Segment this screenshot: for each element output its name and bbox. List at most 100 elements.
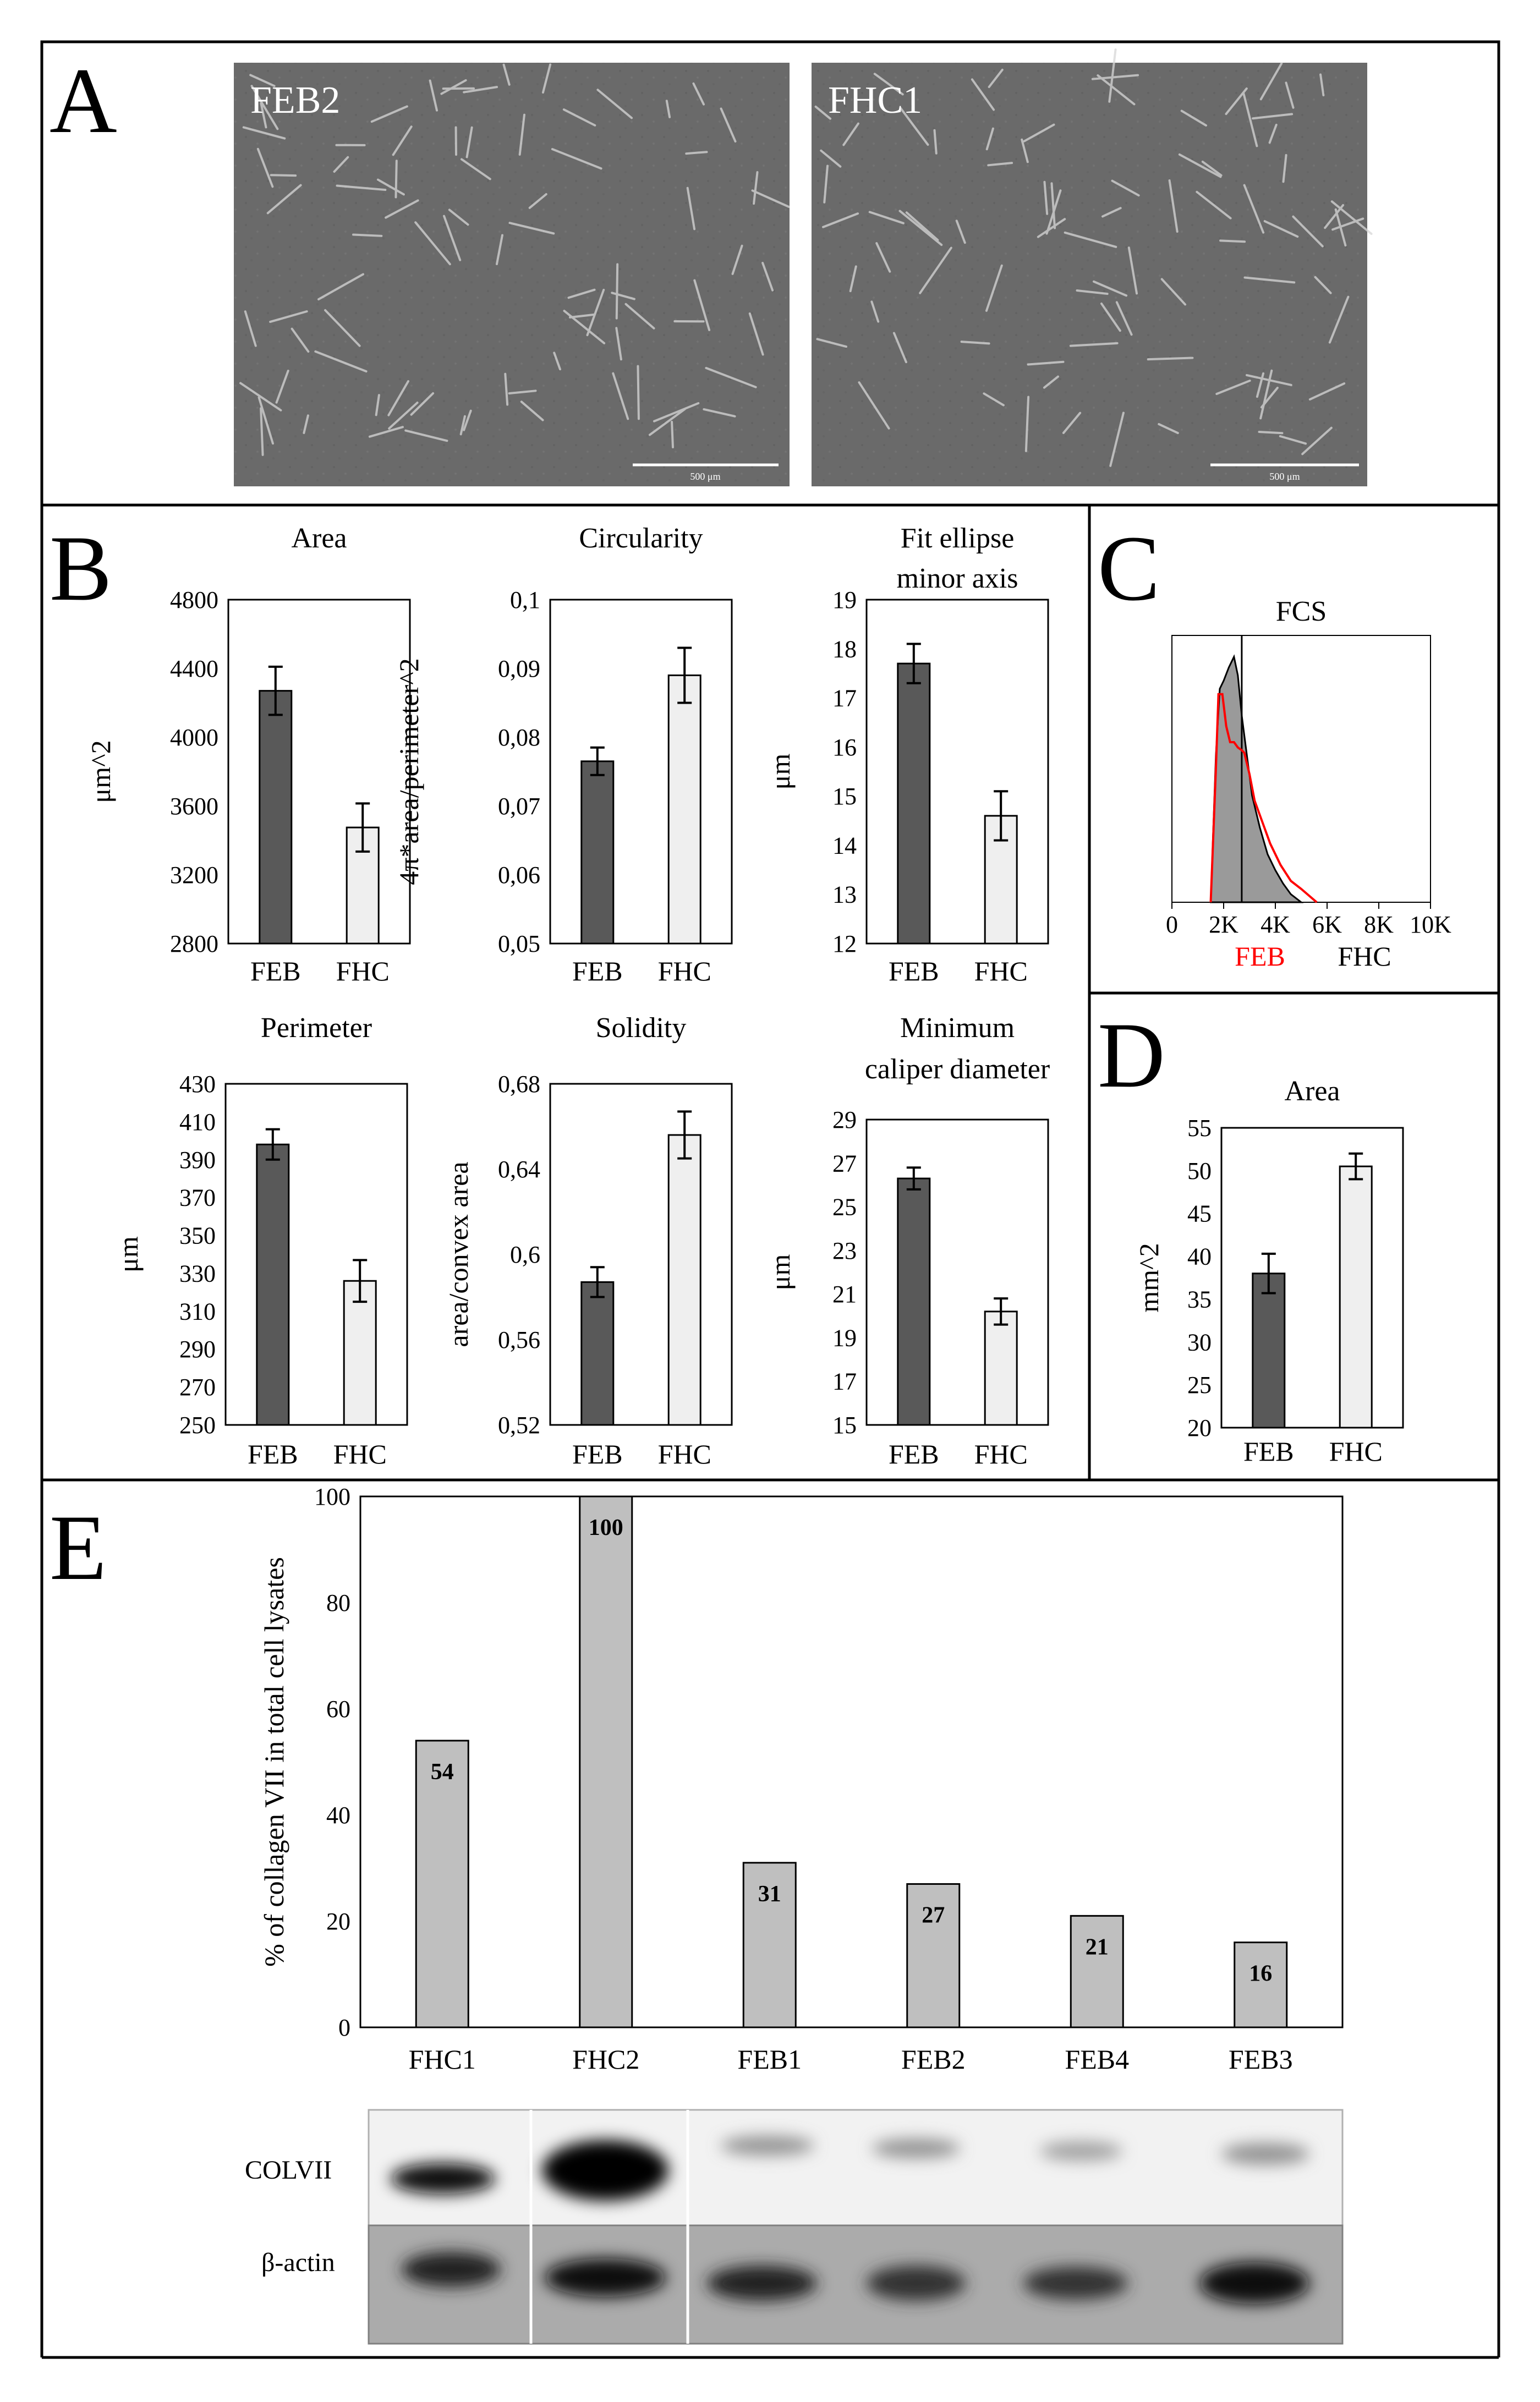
y-tick-label: 17 <box>832 1368 857 1395</box>
y-tick-label: 45 <box>1187 1200 1212 1227</box>
y-tick-label: 12 <box>832 930 857 957</box>
panel-label-b: B <box>50 517 112 620</box>
band-beta-actin <box>867 2266 966 2301</box>
scale-bar-label: 500 μm <box>1269 471 1300 482</box>
bar-feb <box>582 1282 613 1425</box>
bar-feb <box>260 691 292 944</box>
y-tick-label: 27 <box>832 1150 857 1177</box>
y-tick-label: 15 <box>832 783 857 810</box>
category-label-fhc: FHC <box>333 1439 387 1469</box>
category-label-feb: FEB <box>572 1439 623 1469</box>
cell <box>1220 240 1245 242</box>
y-tick-label: 80 <box>326 1589 350 1616</box>
plot-frame <box>360 1496 1342 2027</box>
bar-fhc <box>985 1312 1017 1425</box>
y-tick-label: 23 <box>832 1237 857 1264</box>
micrograph-feb2: FEB2 500 μm <box>234 63 790 486</box>
bar-feb <box>898 663 930 944</box>
y-tick-label: 270 <box>179 1374 216 1401</box>
cell <box>1148 358 1193 360</box>
y-axis-label: 4π*area/perimeter^2 <box>393 658 424 885</box>
y-tick-label: 0,08 <box>498 724 540 751</box>
band-beta-actin <box>1023 2267 1128 2300</box>
chart-title: Perimeter <box>261 1012 372 1044</box>
category-label-feb3: FEB3 <box>1229 2044 1293 2075</box>
y-tick-label: 40 <box>326 1802 350 1829</box>
y-tick-label: 55 <box>1187 1115 1212 1142</box>
y-tick-label: 4000 <box>170 724 218 751</box>
band-colvii <box>872 2138 960 2158</box>
bar-fhc <box>1340 1166 1372 1428</box>
chart-title: Fit ellipse <box>901 523 1015 554</box>
category-label-feb: FEB <box>889 956 939 986</box>
y-tick-label: 0,07 <box>498 793 540 820</box>
micrograph-fhc1: FHC1 500 μm <box>812 50 1372 486</box>
y-tick-label: 18 <box>832 635 857 662</box>
bar-feb <box>257 1144 289 1425</box>
band-colvii <box>391 2163 495 2194</box>
category-label-fhc2: FHC2 <box>572 2044 639 2075</box>
y-tick-label: 29 <box>832 1106 857 1133</box>
plot-frame <box>1221 1128 1403 1428</box>
bar-feb <box>582 761 613 944</box>
data-label-feb2: 27 <box>922 1902 945 1928</box>
y-tick-label: 25 <box>832 1194 857 1221</box>
y-tick-label: 430 <box>179 1071 216 1098</box>
y-tick-label: 0,64 <box>498 1156 540 1183</box>
chart-title-line2: minor axis <box>897 563 1018 594</box>
plot-frame <box>1172 635 1431 902</box>
legend-feb: FEB <box>1235 941 1285 972</box>
y-tick-label: 40 <box>1187 1243 1212 1270</box>
chart-title: Circularity <box>579 523 703 554</box>
y-tick-label: 250 <box>179 1412 216 1439</box>
category-label-fhc: FHC <box>336 956 390 986</box>
category-label-feb: FEB <box>248 1439 298 1469</box>
y-tick-label: 0,09 <box>498 655 540 682</box>
bar-feb4 <box>1071 1916 1123 2027</box>
y-tick-label: 410 <box>179 1109 216 1136</box>
data-label-feb3: 16 <box>1249 1961 1272 1987</box>
category-label-feb: FEB <box>1243 1436 1294 1467</box>
y-axis-label: % of collagen VII in total cell lysates <box>259 1557 289 1967</box>
band-colvii <box>721 2136 814 2156</box>
y-tick-label: 60 <box>326 1696 350 1723</box>
band-beta-actin <box>402 2252 501 2287</box>
y-tick-label: 0,6 <box>510 1241 540 1268</box>
plot-frame <box>550 1084 732 1425</box>
y-tick-label: 100 <box>314 1483 350 1510</box>
blot-actin-strip <box>369 2225 1342 2344</box>
category-label-fhc: FHC <box>974 956 1028 986</box>
y-tick-label: 2800 <box>170 930 218 957</box>
x-tick-label: 10K <box>1410 911 1451 938</box>
cell <box>1259 432 1282 433</box>
bar-feb <box>898 1178 930 1425</box>
cell <box>353 235 381 236</box>
category-label-feb: FEB <box>250 956 301 986</box>
y-tick-label: 15 <box>832 1412 857 1439</box>
category-label-feb: FEB <box>889 1439 939 1469</box>
category-label-fhc: FHC <box>1329 1436 1383 1467</box>
plot-frame <box>867 1120 1048 1425</box>
y-axis-label: μm <box>765 1254 796 1291</box>
y-tick-label: 0 <box>338 2014 350 2041</box>
blot-colvii-strip <box>369 2110 1342 2225</box>
y-tick-label: 16 <box>832 734 857 761</box>
panel-label-c: C <box>1098 517 1160 620</box>
blot-row-label-colvii: COLVII <box>245 2156 332 2185</box>
plot-frame <box>550 600 732 944</box>
chart-title: Area <box>291 523 347 554</box>
y-tick-label: 370 <box>179 1184 216 1211</box>
y-tick-label: 290 <box>179 1336 216 1363</box>
micrograph-label-fhc1: FHC1 <box>828 79 922 122</box>
data-label-feb1: 31 <box>758 1882 781 1907</box>
band-beta-actin <box>707 2266 817 2301</box>
category-label-fhc: FHC <box>658 1439 711 1469</box>
bar-feb <box>1253 1274 1285 1428</box>
y-tick-label: 0,52 <box>498 1412 540 1439</box>
y-axis-label: μm <box>113 1236 144 1273</box>
x-tick-label: 4K <box>1261 911 1290 938</box>
